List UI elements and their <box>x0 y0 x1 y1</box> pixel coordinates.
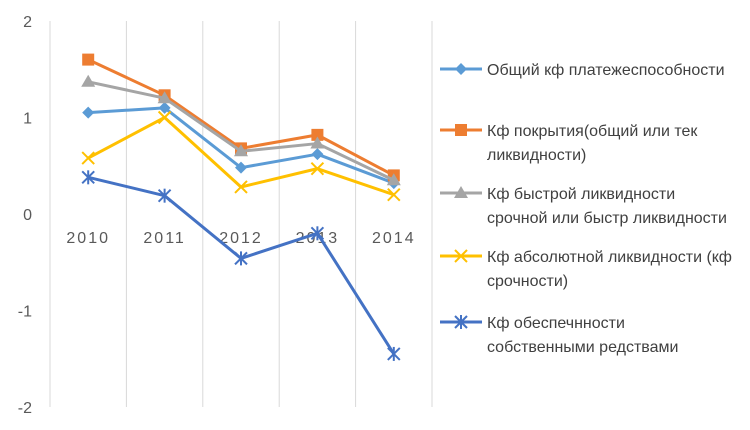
data-point <box>157 110 172 125</box>
y-axis-ticks: 2 1 0 -1 -2 <box>18 14 32 417</box>
y-tick-label: -2 <box>18 400 32 417</box>
data-point <box>234 144 248 157</box>
data-point <box>234 180 248 194</box>
x-tick-label: 2010 <box>66 230 110 247</box>
data-point <box>234 251 248 266</box>
data-point <box>454 186 468 198</box>
legend-label: Общий кф платежеспособности <box>487 62 725 79</box>
y-tick-label: 2 <box>23 14 32 31</box>
legend-label: Кф быстрой ликвидности <box>487 186 675 203</box>
data-point <box>82 53 95 66</box>
legend-label: Кф абсолютной ликвидности (кф <box>487 249 732 266</box>
data-point <box>387 187 401 202</box>
data-point <box>310 161 325 176</box>
legend-label: срочности) <box>487 273 568 290</box>
y-tick-label: 1 <box>23 111 32 128</box>
legend-entry: Кф покрытия(общий или тек ликвидности) <box>440 123 698 164</box>
data-point <box>82 106 95 119</box>
data-point <box>235 161 247 174</box>
legend-label: Кф обеспечнности <box>487 315 625 332</box>
legend-label: собственными редствами <box>487 339 678 356</box>
legend-label: срочной или быстр ликвидности <box>487 210 727 227</box>
data-point <box>454 315 468 329</box>
x-axis-ticks: 2010 2011 2012 2013 2014 <box>66 230 416 247</box>
data-point <box>311 128 324 141</box>
legend-entry: Кф быстрой ликвидности срочной или быстр … <box>440 186 727 227</box>
series-4 <box>81 110 401 202</box>
data-point <box>158 101 171 114</box>
data-point <box>386 173 401 186</box>
x-tick-label: 2014 <box>372 230 416 247</box>
data-point <box>310 136 325 149</box>
data-point <box>157 91 172 104</box>
legend-entry: Кф абсолютной ликвидности (кф срочности) <box>440 249 732 290</box>
data-point <box>455 63 467 75</box>
series-3 <box>81 74 401 186</box>
data-point <box>455 124 467 136</box>
data-point <box>157 188 172 203</box>
data-point <box>310 226 325 241</box>
series-lines <box>81 53 401 361</box>
x-tick-label: 2012 <box>219 230 263 247</box>
data-point <box>454 249 468 263</box>
gridlines <box>49 21 433 407</box>
y-tick-label: 0 <box>23 207 32 224</box>
legend-entry: Общий кф платежеспособности <box>440 62 725 79</box>
legend: Общий кф платежеспособности Кф покрытия(о… <box>440 62 732 356</box>
series-5 <box>81 170 401 361</box>
data-point <box>311 148 324 161</box>
data-point <box>81 74 96 87</box>
legend-entry: Кф обеспечнности собственными редствами <box>440 315 678 356</box>
legend-label: ликвидности) <box>487 147 586 164</box>
y-tick-label: -1 <box>18 304 32 321</box>
series-line <box>87 175 396 355</box>
legend-label: Кф покрытия(общий или тек <box>487 123 698 140</box>
data-point <box>81 170 95 185</box>
data-point <box>81 151 95 165</box>
x-tick-label: 2011 <box>143 230 185 247</box>
data-point <box>387 346 401 361</box>
